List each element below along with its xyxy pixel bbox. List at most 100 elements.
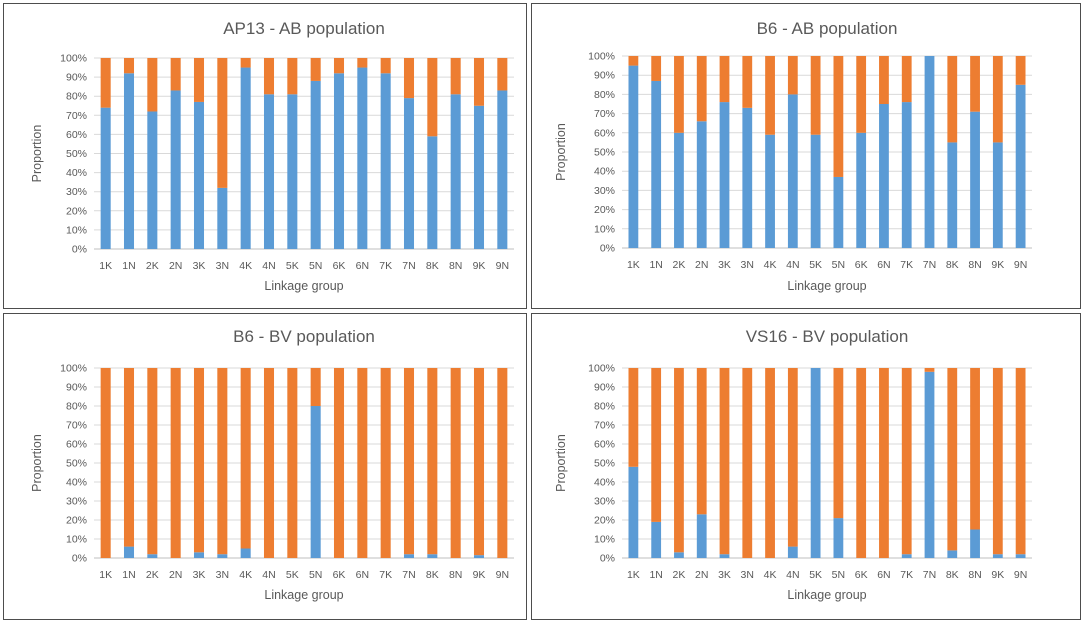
x-tick-label: 2K: [673, 259, 686, 271]
x-tick-label: 5K: [286, 569, 299, 581]
chart-svg: B6 - AB population 0% 10% 20% 30% 40% 50% 60% 70…: [554, 19, 1032, 293]
bar-5N-series-B: [833, 56, 844, 177]
bar-5N-series-B: [833, 368, 844, 519]
bar-2N-series-B: [170, 368, 181, 558]
y-tick-label: 90%: [66, 382, 87, 394]
bar-9N-series-B: [497, 368, 508, 558]
y-tick-label: 40%: [66, 167, 87, 179]
bar-1K-series-B: [100, 368, 111, 558]
bar-8N-series-A: [970, 529, 980, 558]
chart-title: AP13 - AB population: [223, 19, 385, 38]
bar-7N-series-A: [924, 371, 935, 558]
x-tick-label: 8K: [946, 259, 959, 271]
x-tick-label: 5N: [309, 569, 322, 581]
bar-1K-series-A: [628, 65, 639, 248]
y-tick-label: 70%: [66, 110, 87, 122]
y-tick-label: 40%: [594, 166, 615, 178]
y-tick-label: 30%: [66, 186, 87, 198]
bar-5K-series-A: [810, 134, 821, 248]
x-axis-label: Linkage group: [787, 588, 866, 602]
bar-5N-series-A: [310, 80, 321, 249]
x-tick-label: 3N: [741, 259, 754, 271]
x-tick-label: 5N: [832, 259, 845, 271]
bar-4K-series-B: [240, 368, 251, 549]
bar-4N-series-B: [263, 58, 275, 95]
y-tick-label: 50%: [66, 148, 87, 160]
y-axis-label: Proportion: [554, 123, 568, 181]
bar-2K-series-B: [147, 368, 158, 555]
x-tick-label: 5N: [309, 260, 322, 272]
chart-svg: B6 - BV population 0% 10% 20% 30% 40% 50% 60% 70…: [30, 327, 514, 602]
x-tick-label: 7N: [923, 259, 936, 271]
y-tick-label: 20%: [66, 515, 87, 527]
chart-panel-3: B6 - BV population 0% 10% 20% 30% 40% 50% 60% 70…: [3, 313, 527, 620]
bar-4N-series-B: [263, 368, 275, 558]
bar-2N-series-A: [696, 514, 707, 558]
bar-4N-series-B: [787, 368, 798, 547]
x-tick-label: 2N: [695, 259, 708, 271]
x-tick-label: 8N: [968, 569, 981, 581]
x-tick-label: 7K: [379, 260, 392, 272]
x-tick-label: 6K: [855, 259, 868, 271]
bar-4N-series-A: [263, 94, 275, 249]
bar-4K-series-A: [765, 134, 775, 248]
x-tick-label: 9N: [1014, 259, 1027, 271]
y-tick-label: 100%: [60, 363, 87, 375]
x-axis-label: Linkage group: [787, 279, 866, 293]
x-tick-label: 6K: [855, 569, 868, 581]
x-tick-label: 7K: [379, 569, 392, 581]
bar-3K-series-A: [719, 102, 730, 248]
x-tick-label: 7N: [402, 569, 415, 581]
bar-3K-series-B: [719, 368, 730, 555]
x-tick-label: 1K: [99, 569, 112, 581]
x-tick-label: 6N: [356, 569, 369, 581]
x-tick-label: 7K: [900, 259, 913, 271]
x-tick-label: 5N: [832, 569, 845, 581]
x-tick-label: 3K: [193, 260, 206, 272]
y-tick-label: 60%: [66, 439, 87, 451]
bar-5K-series-B: [287, 368, 298, 558]
x-tick-label: 4N: [786, 569, 799, 581]
x-tick-label: 2K: [673, 569, 686, 581]
x-tick-label: 3K: [193, 569, 206, 581]
bar-9K-series-B: [473, 58, 485, 106]
y-tick-label: 20%: [66, 205, 87, 217]
bar-4K-series-B: [240, 58, 251, 68]
bar-6K-series-A: [856, 132, 867, 248]
bar-7N-series-B: [403, 58, 415, 99]
y-tick-label: 50%: [66, 458, 87, 470]
bar-6N-series-B: [357, 368, 368, 558]
bar-8K-series-A: [427, 554, 438, 558]
y-tick-label: 40%: [594, 477, 615, 489]
bar-1N-series-A: [651, 521, 662, 558]
bar-4N-series-A: [787, 546, 798, 558]
bar-4N-series-A: [787, 94, 798, 249]
x-tick-label: 7N: [923, 569, 936, 581]
bar-8K-series-A: [947, 142, 958, 248]
bar-3N-series-B: [742, 56, 753, 108]
y-tick-label: 80%: [66, 401, 87, 413]
chart-title: B6 - BV population: [233, 327, 375, 346]
x-tick-label: 1K: [627, 259, 640, 271]
x-tick-label: 3N: [741, 569, 754, 581]
x-axis-label: Linkage group: [264, 588, 343, 602]
bar-4K-series-B: [765, 56, 775, 135]
bar-7N-series-B: [924, 368, 935, 372]
y-tick-label: 80%: [594, 401, 615, 413]
bar-2N-series-A: [170, 90, 181, 249]
bar-9N-series-A: [1015, 84, 1026, 248]
x-tick-label: 4N: [262, 260, 275, 272]
chart-svg: VS16 - BV population 0% 10% 20% 30% 40% 50% 60%…: [554, 327, 1032, 602]
x-tick-label: 3N: [216, 569, 229, 581]
x-tick-label: 1N: [649, 259, 662, 271]
bar-3K-series-B: [719, 56, 730, 103]
y-tick-label: 10%: [594, 223, 615, 235]
bar-3K-series-B: [193, 368, 205, 553]
bar-7N-series-B: [403, 368, 415, 555]
bar-8K-series-B: [947, 368, 958, 551]
bar-4K-series-B: [765, 368, 775, 558]
y-tick-label: 90%: [594, 70, 615, 82]
y-tick-label: 50%: [594, 147, 615, 159]
chart-panel-2: B6 - AB population 0% 10% 20% 30% 40% 50% 60% 70…: [531, 3, 1081, 309]
